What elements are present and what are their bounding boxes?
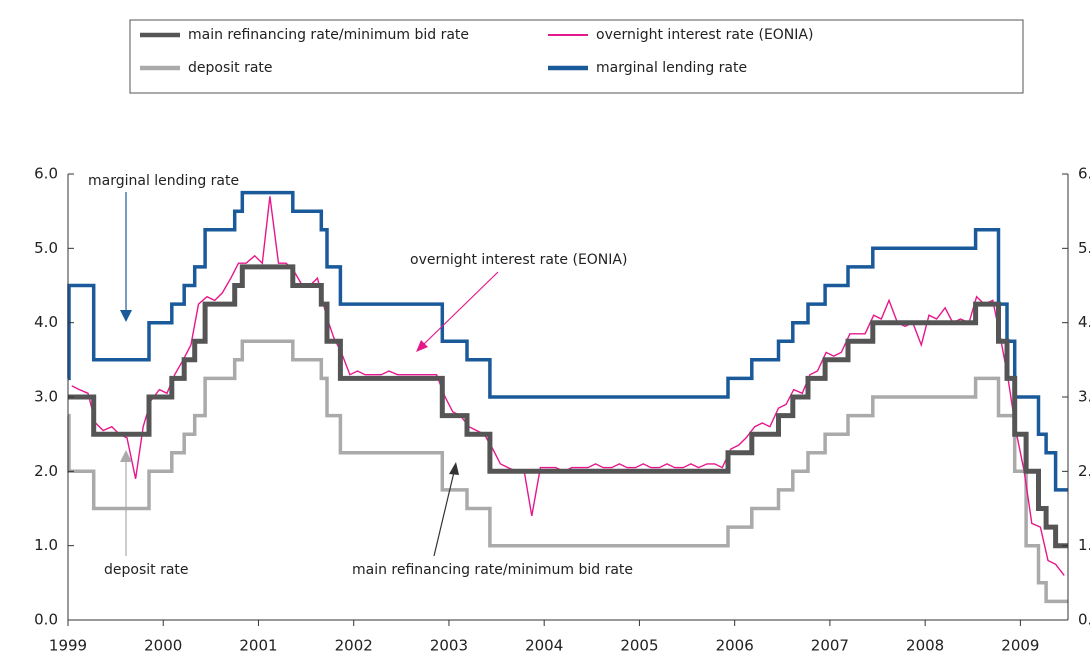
y2-tick-label: 1.0 <box>1078 536 1090 554</box>
y2-tick-label: 0.0 <box>1078 611 1090 629</box>
x-tick-label: 2004 <box>525 637 563 655</box>
series-line <box>67 339 1068 604</box>
annotation: deposit rate <box>104 562 189 578</box>
arrowhead <box>120 450 132 462</box>
y-tick-label: 3.0 <box>34 388 58 406</box>
y-tick-label: 4.0 <box>34 313 58 331</box>
series-line <box>68 264 1068 549</box>
labels: 0.0 0.0 1.0 1.0 2.0 2.0 3.0 3.0 4.0 4.0 5.0 5.0 6.0 6… <box>34 27 1090 655</box>
x-tick-label: 1999 <box>49 637 87 655</box>
arrowhead <box>120 310 132 322</box>
x-tick-label: 2005 <box>620 637 658 655</box>
y-tick-label: 6.0 <box>34 165 58 183</box>
y-tick-label: 0.0 <box>34 611 58 629</box>
plot-lines <box>67 190 1068 604</box>
x-tick-label: 2000 <box>144 637 182 655</box>
legend-label: deposit rate <box>188 60 273 76</box>
arrowhead <box>449 462 459 475</box>
y2-tick-label: 5.0 <box>1078 239 1090 257</box>
legend-label: overnight interest rate (EONIA) <box>596 27 813 43</box>
x-tick-label: 2001 <box>239 637 277 655</box>
x-tick-label: 2003 <box>430 637 468 655</box>
x-tick-label: 2009 <box>1001 637 1039 655</box>
series-line <box>67 190 1068 492</box>
y2-tick-label: 3.0 <box>1078 388 1090 406</box>
annotation: main refinancing rate/minimum bid rate <box>352 562 633 578</box>
x-tick-label: 2006 <box>716 637 754 655</box>
x-tick-label: 2002 <box>335 637 373 655</box>
y-tick-label: 1.0 <box>34 536 58 554</box>
x-tick-label: 2007 <box>811 637 849 655</box>
arrow <box>433 471 455 557</box>
y2-tick-label: 4.0 <box>1078 313 1090 331</box>
legend-box <box>129 19 1024 94</box>
annotation: marginal lending rate <box>88 173 239 189</box>
legend-label: main refinancing rate/minimum bid rate <box>188 27 469 43</box>
legend-label: marginal lending rate <box>596 60 747 76</box>
y2-tick-label: 2.0 <box>1078 462 1090 480</box>
arrowhead <box>416 340 428 352</box>
y-tick-label: 2.0 <box>34 462 58 480</box>
annotation: overnight interest rate (EONIA) <box>410 252 627 268</box>
y2-tick-label: 6.0 <box>1078 165 1090 183</box>
x-tick-label: 2008 <box>906 637 944 655</box>
annotation-arrows <box>120 192 499 557</box>
arrow <box>423 271 499 345</box>
y-tick-label: 5.0 <box>34 239 58 257</box>
